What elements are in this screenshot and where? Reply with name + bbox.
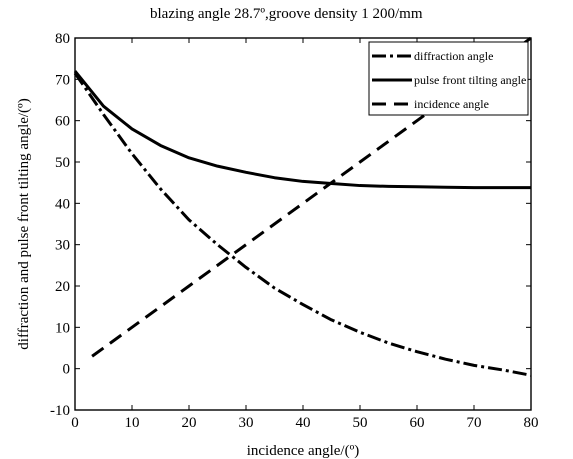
- y-tick-label: 60: [55, 114, 70, 130]
- y-tick-label: -10: [50, 403, 70, 419]
- y-tick-label: 40: [55, 196, 70, 212]
- x-tick-label: 20: [182, 415, 197, 431]
- x-tick-label: 80: [524, 415, 539, 431]
- y-tick-label: 50: [55, 155, 70, 171]
- x-tick-label: 50: [353, 415, 368, 431]
- y-tick-label: 70: [55, 72, 70, 88]
- x-tick-label: 70: [467, 415, 482, 431]
- x-tick-label: 60: [410, 415, 425, 431]
- y-axis-label: diffraction and pulse front tilting angl…: [16, 98, 32, 349]
- y-tick-label: 80: [55, 31, 70, 47]
- plot-frame: [74, 37, 532, 411]
- y-tick-label: 10: [55, 320, 70, 336]
- x-tick-label: 30: [239, 415, 254, 431]
- chart-title: blazing angle 28.7º,groove density 1 200…: [150, 6, 423, 22]
- y-tick-label: 30: [55, 238, 70, 254]
- legend-label: pulse front tilting angle: [414, 73, 526, 87]
- legend-label: diffraction angle: [414, 49, 493, 63]
- x-tick-label: 0: [71, 415, 79, 431]
- series-line-pulse-front-tilting-angle: [73, 70, 531, 190]
- legend-entries: diffraction angle pulse front tilting ang…: [372, 49, 526, 111]
- legend: diffraction angle pulse front tilting ang…: [368, 41, 529, 116]
- x-tick-label: 10: [125, 415, 140, 431]
- x-axis-label: incidence angle/(º): [247, 443, 360, 459]
- y-tick-label: 0: [63, 362, 71, 378]
- series-line-diffraction-angle: [73, 72, 532, 377]
- y-tick-label: 20: [55, 279, 70, 295]
- legend-label: incidence angle: [414, 97, 489, 111]
- x-tick-label: 40: [296, 415, 311, 431]
